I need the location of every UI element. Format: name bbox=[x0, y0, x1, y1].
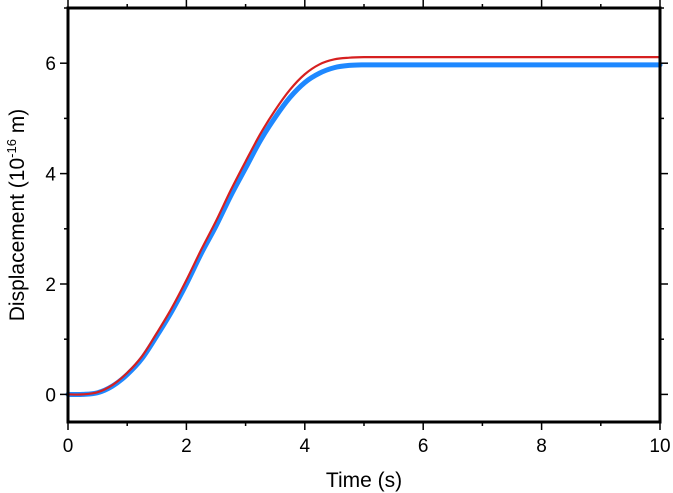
tick-label-layer: 0 2 4 6 8 10 0 2 4 6 bbox=[45, 54, 670, 457]
y-axis-label-exponent: -16 bbox=[4, 139, 19, 158]
x-tick-label: 8 bbox=[536, 436, 547, 457]
series-line-1 bbox=[65, 62, 663, 398]
plot-frame bbox=[66, 6, 662, 424]
x-tick-label: 2 bbox=[181, 436, 192, 457]
x-tick-label: 6 bbox=[418, 436, 429, 457]
y-axis-label-suffix: m) bbox=[6, 109, 29, 139]
series-layer bbox=[65, 55, 663, 398]
tick-layer bbox=[60, 0, 668, 430]
y-tick-label: 6 bbox=[45, 54, 56, 75]
y-tick-label: 2 bbox=[45, 275, 56, 296]
x-tick-label: 0 bbox=[63, 436, 74, 457]
x-axis-label: Time (s) bbox=[326, 469, 402, 492]
x-tick-label: 10 bbox=[649, 436, 670, 457]
y-axis-label-prefix: Displacement (10 bbox=[6, 158, 29, 321]
y-tick-label: 0 bbox=[45, 385, 56, 406]
y-axis-label: Displacement (10-16 m) bbox=[4, 109, 29, 322]
series-line-2 bbox=[66, 55, 662, 396]
y-tick-label: 4 bbox=[45, 165, 56, 186]
x-tick-label: 4 bbox=[300, 436, 311, 457]
